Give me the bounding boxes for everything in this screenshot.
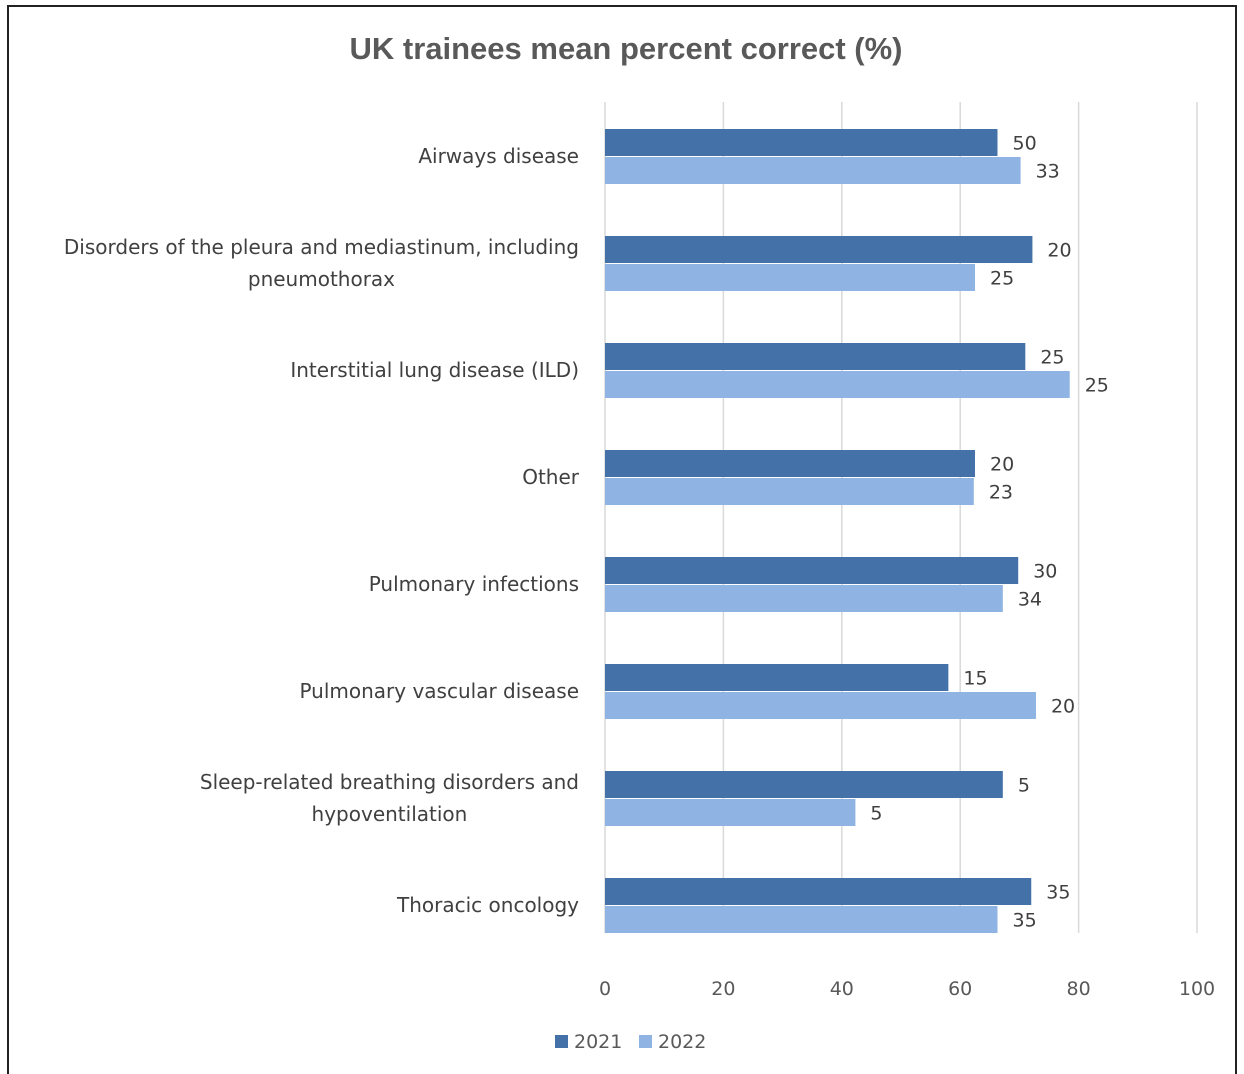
bar-2022 <box>605 585 1003 612</box>
x-axis-ticks: 0 20 40 60 80 100 <box>599 978 1215 1000</box>
x-tick-label: 0 <box>599 978 611 1000</box>
bar-2021 <box>605 771 1003 798</box>
bar-2021 <box>605 450 975 477</box>
chart-title: UK trainees mean percent correct (%) <box>349 31 902 66</box>
data-label-2021: 20 <box>990 454 1014 476</box>
x-tick-label: 20 <box>711 978 735 1000</box>
bar-2021 <box>605 557 1019 584</box>
bar-2022 <box>605 264 975 291</box>
x-tick-label: 80 <box>1067 978 1091 1000</box>
data-label-2021: 50 <box>1012 133 1036 155</box>
data-label-2021: 5 <box>1018 775 1030 797</box>
data-label-2022: 23 <box>989 482 1013 504</box>
data-label-2022: 20 <box>1051 696 1075 718</box>
data-label-2021: 35 <box>1046 882 1070 904</box>
data-label-2021: 25 <box>1040 347 1064 369</box>
data-label-2022: 34 <box>1018 589 1042 611</box>
data-label-2022: 35 <box>1012 910 1036 932</box>
category-label: Interstitial lung disease (ILD) <box>290 358 579 382</box>
bar-2022 <box>605 906 998 933</box>
bars <box>605 129 1070 933</box>
legend-label-2022: 2022 <box>658 1031 706 1053</box>
category-label: Pulmonary vascular disease <box>299 679 579 703</box>
legend-swatch-2022 <box>639 1035 652 1048</box>
bar-2021 <box>605 664 949 691</box>
bar-2022 <box>605 692 1036 719</box>
data-label-2021: 30 <box>1033 561 1057 583</box>
bar-2022 <box>605 371 1070 398</box>
category-label: Sleep-related breathing disorders and <box>200 770 579 794</box>
bar-2021 <box>605 343 1026 370</box>
category-label: Disorders of the pleura and mediastinum,… <box>64 235 579 259</box>
category-label-continued: pneumothorax <box>248 267 395 291</box>
data-label-2022: 25 <box>1085 375 1109 397</box>
bar-2022 <box>605 478 974 505</box>
bar-2022 <box>605 799 856 826</box>
category-label: Pulmonary infections <box>369 572 579 596</box>
legend-label-2021: 2021 <box>574 1031 622 1053</box>
category-label: Other <box>522 465 580 489</box>
category-label: Airways disease <box>418 144 579 168</box>
bar-2021 <box>605 129 998 156</box>
legend-swatch-2021 <box>555 1035 568 1048</box>
data-label-2022: 33 <box>1036 161 1060 183</box>
data-label-2021: 15 <box>963 668 987 690</box>
x-tick-label: 60 <box>948 978 972 1000</box>
legend: 2021 2022 <box>555 1031 706 1053</box>
category-labels: Airways disease Disorders of the pleura a… <box>64 144 580 917</box>
category-label-continued: hypoventilation <box>312 802 468 826</box>
bar-2021 <box>605 878 1032 905</box>
x-tick-label: 100 <box>1179 978 1215 1000</box>
bar-2022 <box>605 157 1021 184</box>
data-label-2021: 20 <box>1047 240 1071 262</box>
category-label: Thoracic oncology <box>396 893 579 917</box>
data-label-2022: 5 <box>870 803 882 825</box>
bar-2021 <box>605 236 1033 263</box>
x-tick-label: 40 <box>830 978 854 1000</box>
data-label-2022: 25 <box>990 268 1014 290</box>
